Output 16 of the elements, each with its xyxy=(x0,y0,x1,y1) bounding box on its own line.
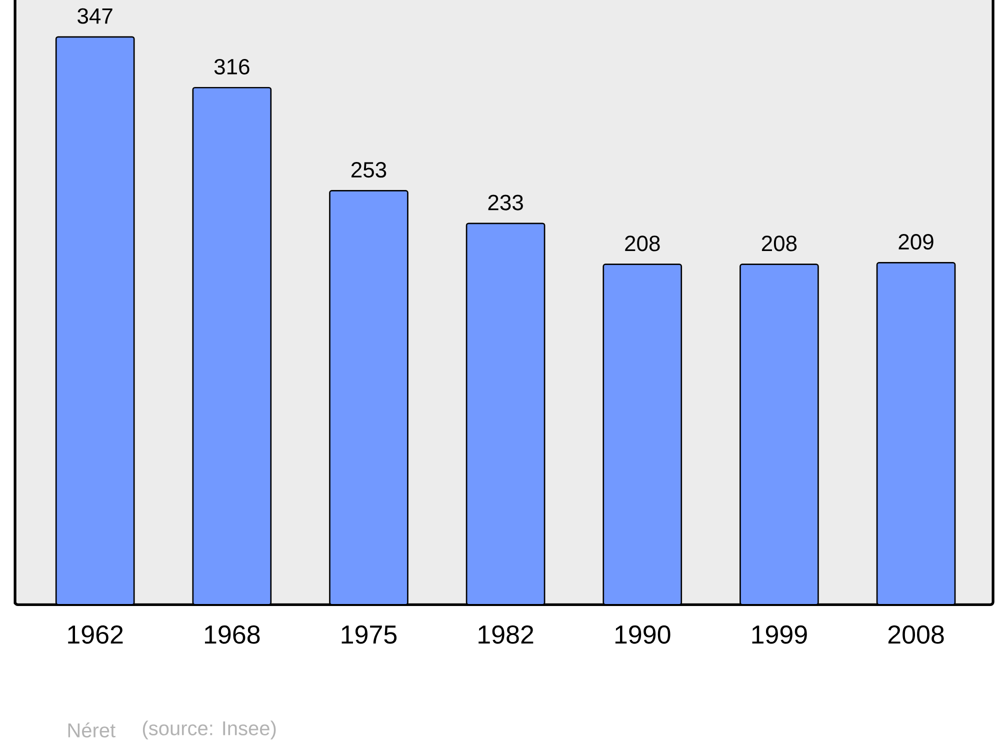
data-label: 233 xyxy=(488,194,523,210)
text: Néret xyxy=(68,722,116,738)
data-label: 208 xyxy=(625,236,660,252)
x-tick-label: 1962 xyxy=(68,625,123,644)
text: (source: Insee) xyxy=(142,720,276,740)
data-label: 347 xyxy=(78,8,112,24)
x-tick-label: 1999 xyxy=(752,625,807,644)
x-tick-label: 1968 xyxy=(204,625,260,644)
data-label: 316 xyxy=(214,58,250,75)
data-label: 253 xyxy=(351,162,386,178)
x-tick-label: 1982 xyxy=(478,625,534,644)
data-label: 209 xyxy=(898,234,934,250)
x-tick-label: 1990 xyxy=(615,625,670,644)
x-tick-label: 1975 xyxy=(342,625,397,644)
data-label: 208 xyxy=(762,236,797,252)
x-tick-label: 2008 xyxy=(888,625,944,644)
